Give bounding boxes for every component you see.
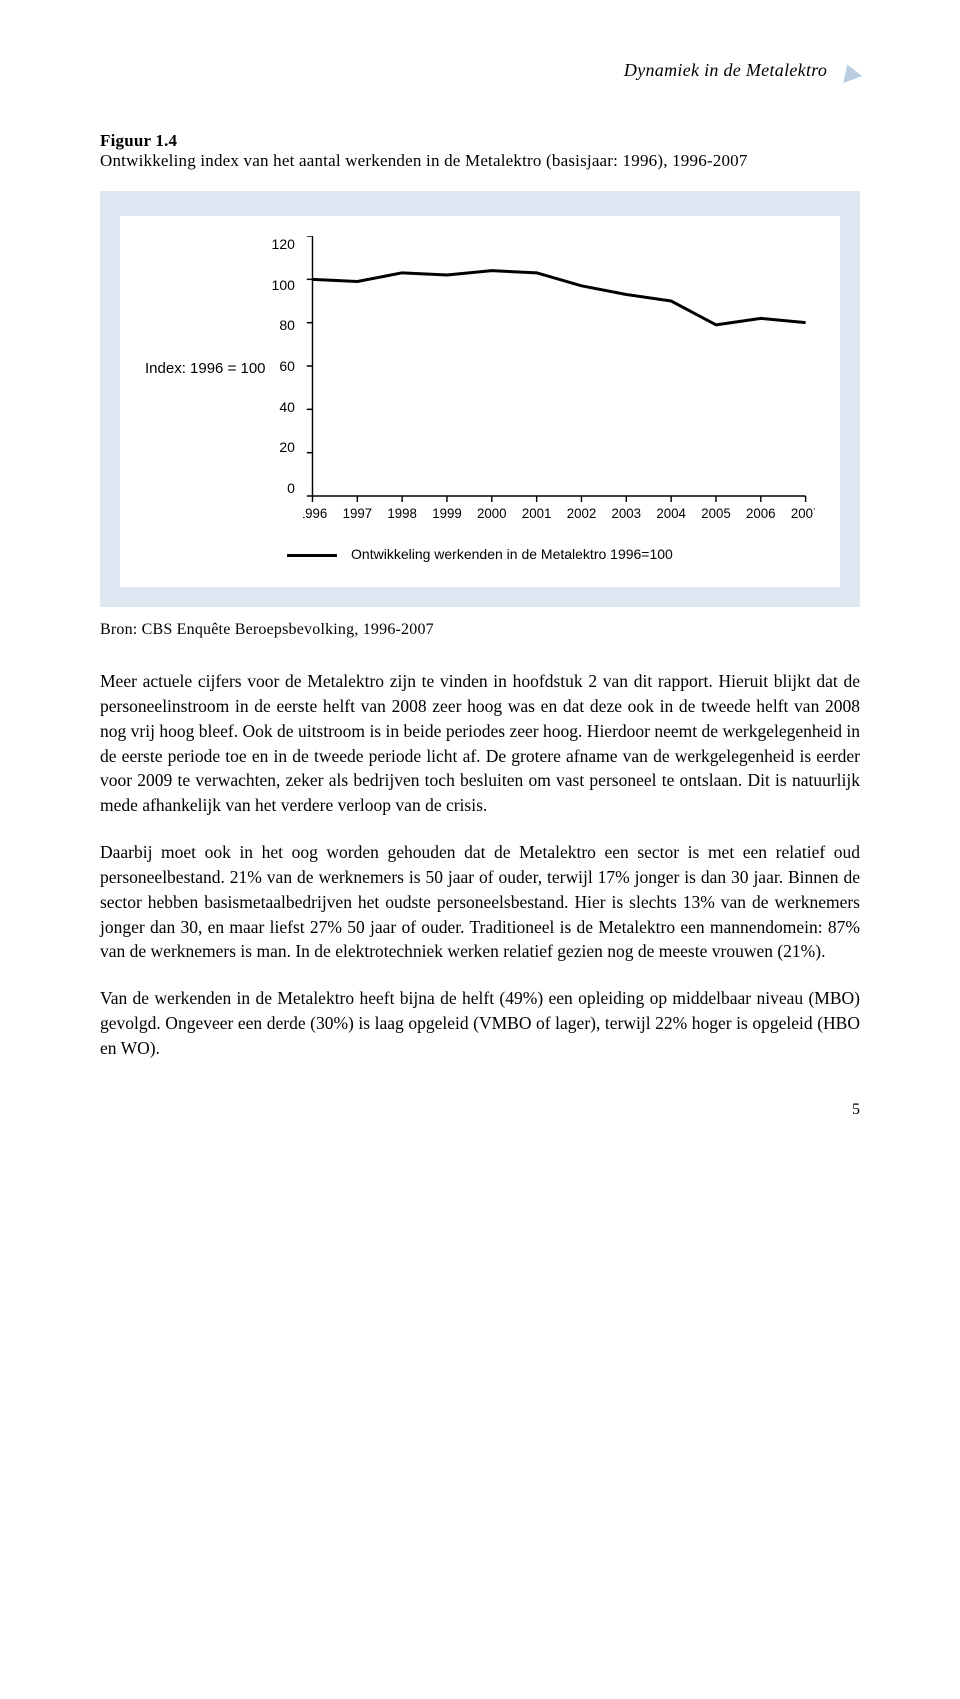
figure-caption: Ontwikkeling index van het aantal werken… [100, 151, 860, 171]
svg-text:2000: 2000 [477, 506, 507, 521]
legend-line-icon [287, 554, 337, 557]
chart-legend: Ontwikkeling werkenden in de Metalektro … [145, 546, 815, 562]
chart-inner: Index: 1996 = 100 120 100 80 60 40 20 0 … [120, 216, 840, 587]
svg-text:2007: 2007 [791, 506, 815, 521]
y-tick: 80 [272, 317, 295, 333]
y-tick: 40 [272, 399, 295, 415]
line-chart-svg: 1996 1997 1998 1999 2000 2001 2002 2003 2004 2005… [303, 236, 815, 526]
body-paragraph-2: Daarbij moet ook in het oog worden gehou… [100, 840, 860, 964]
body-paragraph-1: Meer actuele cijfers voor de Metalektro … [100, 669, 860, 818]
y-axis-ticks: 120 100 80 60 40 20 0 [272, 236, 303, 496]
y-tick: 100 [272, 277, 295, 293]
y-axis-label: Index: 1996 = 100 [145, 236, 266, 526]
svg-text:2004: 2004 [656, 506, 686, 521]
chart-source: Bron: CBS Enquête Beroepsbevolking, 1996… [100, 621, 860, 639]
y-tick: 60 [272, 358, 295, 374]
svg-text:2002: 2002 [567, 506, 596, 521]
svg-text:1997: 1997 [342, 506, 371, 521]
y-tick: 20 [272, 439, 295, 455]
running-header: Dynamiek in de Metalektro [100, 60, 860, 81]
svg-text:2005: 2005 [701, 506, 730, 521]
page-number: 5 [100, 1101, 860, 1119]
svg-text:1999: 1999 [432, 506, 461, 521]
y-tick: 0 [272, 480, 295, 496]
svg-text:1998: 1998 [387, 506, 416, 521]
body-paragraph-3: Van de werkenden in de Metalektro heeft … [100, 986, 860, 1061]
svg-text:2001: 2001 [522, 506, 551, 521]
running-title-text: Dynamiek in de Metalektro [624, 60, 827, 80]
y-tick: 120 [272, 236, 295, 252]
legend-label: Ontwikkeling werkenden in de Metalektro … [351, 546, 673, 562]
figure-label: Figuur 1.4 [100, 131, 860, 151]
svg-text:1996: 1996 [303, 506, 327, 521]
svg-text:2003: 2003 [611, 506, 640, 521]
svg-text:2006: 2006 [746, 506, 775, 521]
header-triangle-icon [838, 61, 862, 83]
chart-container: Index: 1996 = 100 120 100 80 60 40 20 0 … [100, 191, 860, 607]
